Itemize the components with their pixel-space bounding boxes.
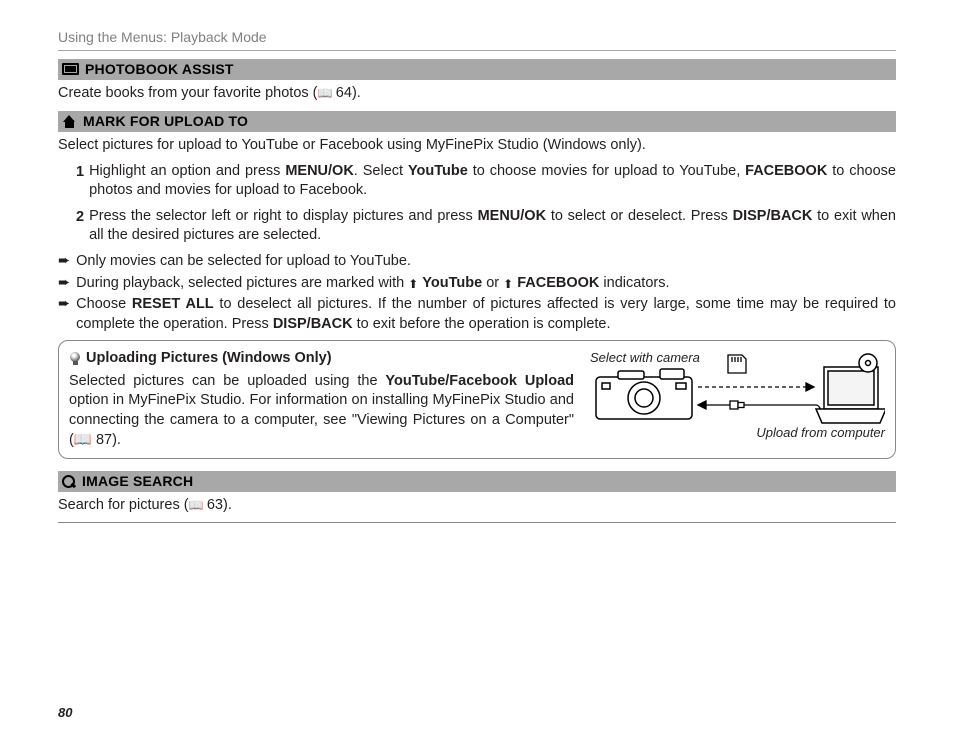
section-title: IMAGE SEARCH bbox=[82, 472, 193, 491]
book-ref-icon: 📖 bbox=[74, 432, 96, 448]
step-text: Highlight an option and press MENU/OK. S… bbox=[89, 162, 896, 201]
section-header-search: IMAGE SEARCH bbox=[58, 471, 896, 492]
section-title: MARK FOR UPLOAD TO bbox=[83, 112, 248, 131]
page-number: 80 bbox=[58, 704, 72, 722]
text: Search for pictures ( bbox=[58, 497, 189, 513]
section-header-photobook: PHOTOBOOK ASSIST bbox=[58, 59, 896, 80]
info-text: Uploading Pictures (Windows Only) Select… bbox=[69, 349, 574, 450]
step-number: 1 bbox=[76, 163, 84, 183]
info-title: Uploading Pictures (Windows Only) bbox=[69, 349, 574, 369]
upload-mini-icon: ⬆ bbox=[408, 276, 418, 292]
text: Create books from your favorite photos ( bbox=[58, 85, 318, 101]
upload-icon bbox=[62, 115, 77, 128]
step-number: 2 bbox=[76, 208, 84, 228]
step-2: 2 Press the selector left or right to di… bbox=[76, 207, 896, 246]
bullet-item: ➨ Choose RESET ALL to deselect all pictu… bbox=[58, 295, 896, 334]
rule bbox=[58, 522, 896, 523]
book-ref-icon: 📖 bbox=[318, 86, 336, 100]
search-desc: Search for pictures (📖 63). bbox=[58, 496, 896, 516]
book-ref-icon: 📖 bbox=[189, 498, 207, 512]
upload-desc: Select pictures for upload to YouTube or… bbox=[58, 136, 896, 156]
bullet-icon: ➨ bbox=[58, 252, 70, 272]
step-1: 1 Highlight an option and press MENU/OK.… bbox=[76, 162, 896, 201]
bullet-text: Only movies can be selected for upload t… bbox=[76, 252, 411, 272]
camera-laptop-diagram bbox=[590, 349, 885, 441]
search-icon bbox=[62, 475, 76, 489]
page-ref: 63 bbox=[207, 497, 223, 513]
info-diagram: Select with camera Upload from computer bbox=[590, 349, 885, 441]
bullet-text: Choose RESET ALL to deselect all picture… bbox=[76, 295, 896, 334]
section-header-upload: MARK FOR UPLOAD TO bbox=[58, 111, 896, 132]
bullet-icon: ➨ bbox=[58, 295, 70, 315]
info-box-uploading: Uploading Pictures (Windows Only) Select… bbox=[58, 340, 896, 459]
bullet-item: ➨ During playback, selected pictures are… bbox=[58, 274, 896, 294]
bullet-text: During playback, selected pictures are m… bbox=[76, 274, 669, 294]
page-ref: 87 bbox=[96, 432, 112, 448]
section-title: PHOTOBOOK ASSIST bbox=[85, 60, 234, 79]
upload-mini-icon: ⬆ bbox=[503, 276, 513, 292]
bullet-list: ➨ Only movies can be selected for upload… bbox=[58, 252, 896, 334]
photobook-icon bbox=[62, 63, 79, 75]
text: ). bbox=[352, 85, 361, 101]
step-text: Press the selector left or right to disp… bbox=[89, 207, 896, 246]
text: ). bbox=[223, 497, 232, 513]
page-ref: 64 bbox=[336, 85, 352, 101]
bullet-icon: ➨ bbox=[58, 274, 70, 294]
photobook-desc: Create books from your favorite photos (… bbox=[58, 84, 896, 104]
bullet-item: ➨ Only movies can be selected for upload… bbox=[58, 252, 896, 272]
bulb-icon bbox=[69, 352, 81, 366]
step-list: 1 Highlight an option and press MENU/OK.… bbox=[76, 162, 896, 246]
breadcrumb: Using the Menus: Playback Mode bbox=[58, 28, 896, 51]
